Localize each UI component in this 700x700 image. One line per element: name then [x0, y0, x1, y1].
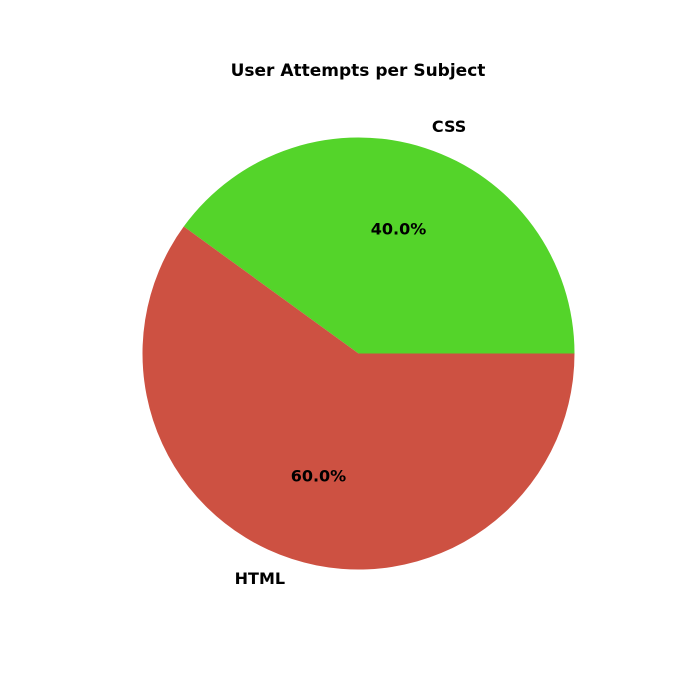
pie-slice-css — [183, 137, 575, 354]
pie-slices — [142, 137, 575, 570]
slice-percent-html: 60.0% — [291, 466, 347, 485]
pie-slice-html — [142, 226, 575, 570]
slice-label-html: HTML — [235, 569, 285, 588]
pie-labels: CSS 40.0% HTML 60.0% — [235, 117, 467, 588]
slice-label-css: CSS — [432, 117, 466, 136]
chart-title: User Attempts per Subject — [231, 61, 486, 81]
slice-percent-css: 40.0% — [371, 220, 427, 239]
